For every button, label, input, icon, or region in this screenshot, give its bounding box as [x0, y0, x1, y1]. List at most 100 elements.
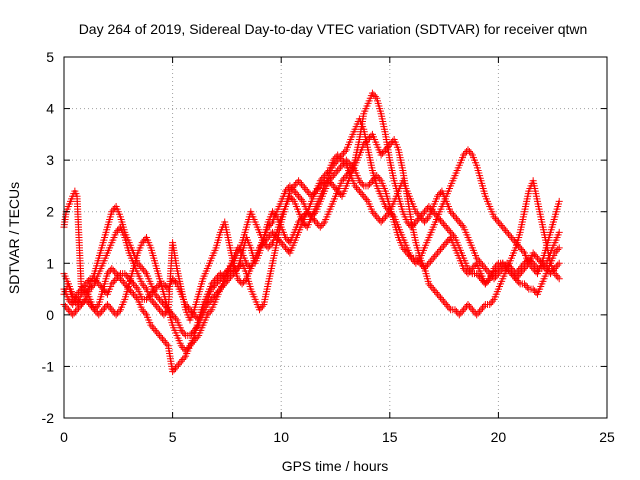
data-point — [224, 276, 232, 284]
data-point — [473, 311, 481, 319]
data-point — [416, 213, 424, 221]
data-point — [154, 304, 162, 312]
data-point — [111, 268, 119, 276]
data-point — [114, 273, 122, 281]
data-point — [460, 151, 468, 159]
data-point — [303, 187, 311, 195]
data-point — [282, 187, 290, 195]
data-point — [96, 282, 104, 290]
data-point — [494, 218, 502, 226]
data-point — [212, 280, 220, 288]
data-point — [283, 235, 291, 243]
data-point — [282, 234, 290, 241]
data-point — [361, 139, 369, 147]
data-point — [480, 302, 488, 310]
data-point — [532, 263, 540, 271]
data-point — [371, 93, 379, 101]
data-point — [280, 242, 288, 250]
data-point — [297, 196, 305, 204]
data-point — [186, 342, 194, 350]
data-point — [415, 211, 423, 219]
x-tick-label: 15 — [382, 429, 398, 445]
data-point — [431, 287, 439, 295]
data-point — [486, 301, 494, 309]
data-point — [209, 294, 217, 302]
data-point — [476, 307, 484, 315]
series-track-e — [60, 151, 563, 324]
data-point — [299, 182, 307, 190]
data-point — [85, 276, 93, 284]
data-point — [266, 221, 274, 229]
data-point — [73, 306, 81, 314]
data-point — [554, 246, 562, 254]
data-point — [177, 326, 185, 334]
y-tick-label: 2 — [46, 204, 54, 220]
data-point — [316, 177, 324, 185]
data-point — [140, 266, 148, 274]
data-point — [483, 278, 491, 286]
y-tick-label: 3 — [46, 152, 54, 168]
data-point — [279, 240, 287, 248]
data-point — [255, 306, 263, 314]
data-point — [450, 232, 458, 240]
data-point — [334, 187, 342, 195]
data-point — [496, 268, 504, 276]
data-point — [218, 273, 226, 281]
data-point — [448, 209, 456, 217]
data-point — [434, 192, 442, 200]
data-point — [258, 302, 266, 310]
data-point — [147, 295, 155, 303]
data-point — [467, 268, 475, 276]
data-point — [502, 227, 510, 235]
data-point — [161, 309, 169, 317]
data-point — [316, 223, 324, 231]
data-point — [519, 261, 527, 269]
data-point — [258, 240, 266, 248]
data-point — [140, 237, 148, 245]
data-point — [115, 271, 123, 279]
data-point — [138, 306, 146, 314]
data-point — [516, 264, 524, 272]
data-point — [282, 244, 290, 252]
data-point — [506, 263, 514, 271]
data-point — [269, 228, 277, 236]
data-point — [439, 242, 447, 250]
data-point — [374, 173, 382, 181]
data-point — [505, 230, 513, 238]
data-point — [311, 209, 319, 217]
data-point — [132, 283, 140, 291]
data-point — [319, 173, 327, 181]
data-point — [98, 307, 106, 315]
data-point — [308, 213, 316, 221]
data-point — [445, 304, 453, 312]
data-point — [153, 292, 161, 300]
data-point — [270, 209, 278, 217]
data-point — [428, 256, 436, 264]
data-point — [476, 258, 484, 266]
data-point — [96, 309, 104, 317]
data-point — [138, 264, 146, 272]
data-point — [163, 307, 171, 315]
data-point — [206, 307, 214, 315]
data-point — [151, 301, 159, 309]
data-point — [83, 278, 91, 286]
data-point — [180, 330, 188, 338]
data-point — [438, 295, 446, 303]
data-point — [186, 331, 194, 339]
data-point — [160, 311, 168, 319]
data-point — [261, 237, 269, 245]
data-point — [290, 187, 298, 195]
data-point — [497, 266, 505, 274]
data-point — [448, 230, 456, 238]
data-point — [379, 149, 387, 157]
data-point — [335, 165, 343, 173]
data-point — [171, 364, 179, 372]
data-point — [377, 218, 385, 226]
data-point — [439, 297, 447, 305]
data-point — [187, 330, 195, 338]
data-point — [114, 309, 122, 317]
data-point — [66, 297, 74, 305]
data-point — [140, 307, 148, 315]
data-point — [447, 208, 455, 216]
